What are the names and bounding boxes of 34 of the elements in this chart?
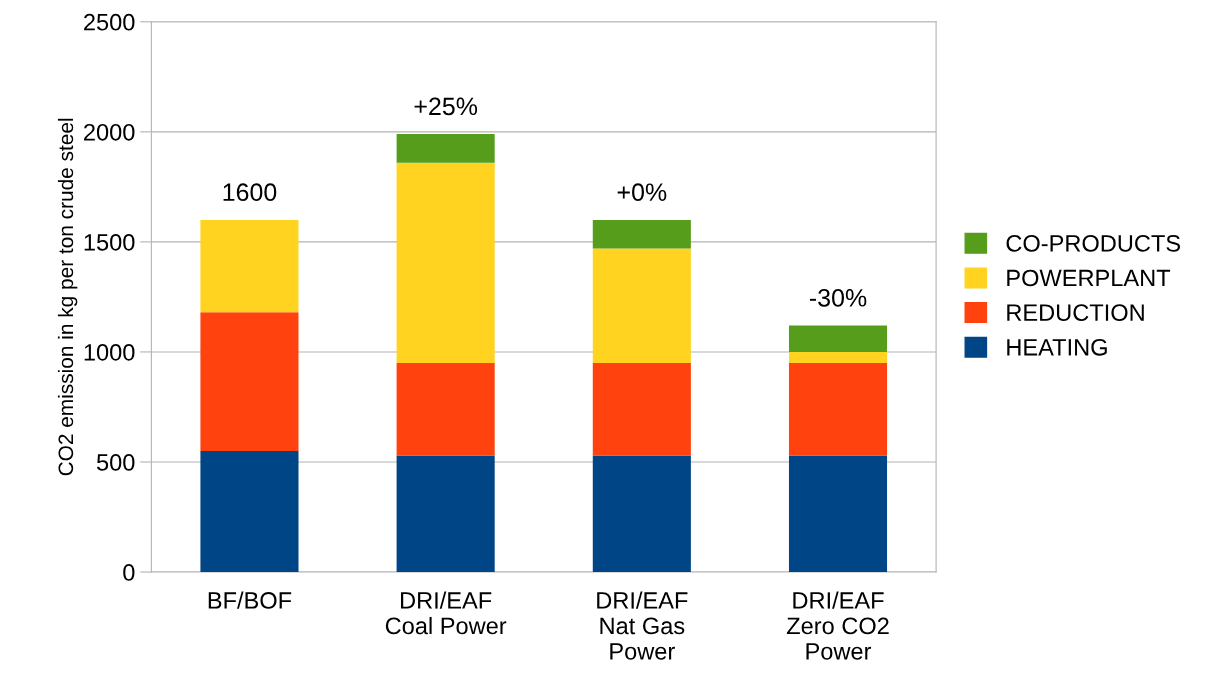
bar [200,312,299,451]
y-axis-title: CO2 emission in kg per ton crude steel [57,118,78,476]
y-tick-label: 0 [123,564,135,581]
bar [396,455,495,573]
bar [788,351,888,363]
x-tick-label: DRI/EAF Coal Power [385,591,507,635]
y-tick-label: 2500 [84,13,135,31]
legend-label: POWERPLANT [1007,269,1171,287]
bar [592,248,691,363]
bar [396,162,495,363]
bar [396,362,495,456]
bar [592,455,691,573]
bar [788,325,888,352]
bar [200,450,299,573]
y-tick-label: 1500 [84,233,135,251]
annotation: +0% [617,183,667,202]
y-tick-label: 1000 [84,344,135,361]
legend-label: REDUCTION [1007,304,1144,321]
bar [788,455,888,573]
bar [592,362,691,456]
x-tick-label: DRI/EAF Zero CO2 Power [786,591,889,660]
bar [592,219,691,249]
y-tick-label: 500 [96,454,135,471]
legend-label: HEATING [1007,338,1107,356]
annotation: +25% [414,97,478,116]
x-tick-label: DRI/EAF Nat Gas Power [597,591,688,660]
bar [200,219,299,313]
annotation: 1600 [223,183,277,202]
x-tick-label: BF/BOF [208,591,292,609]
bar [788,362,888,456]
legend-label: CO-PRODUCTS [1006,234,1181,252]
bar [396,134,495,163]
y-tick-label: 2000 [84,123,135,141]
annotation: -30% [809,289,867,307]
